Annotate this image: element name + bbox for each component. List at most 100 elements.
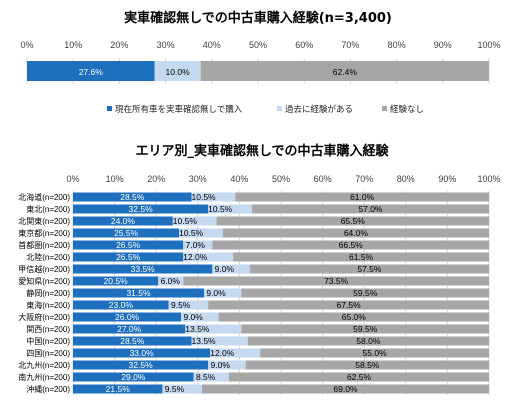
data-label: 28.5% [120,336,145,346]
x-tick-label: 20% [147,174,165,184]
bar-segment [181,312,219,322]
data-label: 64.0% [344,228,369,238]
x-tick-label: 90% [434,40,452,50]
bar-segment [204,288,242,298]
data-label: 26.5% [116,252,141,262]
data-label: 58.0% [356,336,381,346]
data-label: 23.0% [109,300,134,310]
category-label: 北陸(n=200) [26,252,70,262]
data-label: 61.5% [349,252,374,262]
x-tick-label: 0% [66,174,79,184]
bar-segment [191,336,248,346]
bar-segment [245,360,489,370]
bar-segment [241,288,489,298]
data-label: 12.0% [183,252,208,262]
data-label: 24.0% [111,216,136,226]
bar-segment [249,264,489,274]
chart-title: エリア別_実車確認無しでの中古車購入経験 [135,143,389,159]
data-label: 27.0% [117,324,142,334]
data-label: 57.5% [357,264,382,274]
data-label: 33.0% [130,348,155,358]
data-label: 33.5% [131,264,156,274]
data-label: 21.5% [106,384,131,394]
data-label: 10.5% [179,228,204,238]
data-label: 26.5% [116,240,141,250]
bar-segment [73,312,182,322]
x-tick-label: 10% [106,174,124,184]
bar-segment [247,336,489,346]
data-label: 9.0% [211,360,231,370]
category-label: 北九州(n=200) [18,361,70,370]
area-chart: エリア別_実車確認無しでの中古車購入経験 0% 10% 20% 30% 40% 50% 60%… [18,143,501,395]
bar-segment [73,300,169,310]
legend-swatch [277,106,282,111]
data-label: 59.5% [353,324,378,334]
bar-segment [73,264,213,274]
data-label: 67.5% [337,300,362,310]
legend-label: 経験なし [390,104,424,115]
bar-segment [208,300,489,310]
bar-segment [27,61,155,81]
bar-segment [73,216,173,226]
bar-segment [210,348,261,358]
bar-segment [73,228,180,238]
bar-segment [185,324,242,334]
bar-segment [73,324,186,334]
data-label: 62.5% [347,372,372,382]
bar-segment [208,204,252,214]
legend-label: 現在所有車を実車確認無しで購入 [115,104,243,115]
x-tick-label: 100% [477,174,500,184]
legend-swatch [382,106,387,111]
data-label: 25.5% [114,228,139,238]
bar-segment [73,336,192,346]
bar-segment [212,264,250,274]
overall-chart: 実車確認無しでの中古車購入経験(n=3,400) 0% 10% 20% 30% 40% 50… [20,10,500,115]
x-tick-label: 80% [397,174,415,184]
category-label: 四国(n=200) [26,349,70,358]
bar-segment [212,240,490,250]
x-tick-label: 70% [355,174,373,184]
data-label: 31.5% [126,288,151,298]
bar-segment [229,372,489,382]
x-tick-label: 40% [203,40,221,50]
x-tick-label: 30% [189,174,207,184]
bar-segment [73,288,205,298]
x-tick-label: 50% [272,174,290,184]
x-tick-label: 30% [157,40,175,50]
bar-segment [179,228,223,238]
bar-segment [73,372,194,382]
data-label: 9.5% [171,300,191,310]
category-label: 中国(n=200) [26,336,70,346]
data-label: 65.0% [342,312,367,322]
bar-segment [158,276,184,286]
x-tick-label: 60% [295,40,313,50]
bar-segment [73,192,192,202]
category-label: 首都圏(n=200) [18,240,70,250]
data-label: 9.0% [215,264,235,274]
category-label: 東海(n=200) [26,300,70,310]
bar-segment [241,324,489,334]
data-label: 10.5% [192,192,217,202]
category-label: 沖縄(n=200) [26,384,70,394]
category-label: 大阪府(n=200) [18,312,70,322]
bar-segment [73,240,184,250]
bar-segment [201,384,489,394]
data-label: 55.0% [363,348,388,358]
data-label: 20.5% [104,276,129,286]
data-label: 57.0% [358,204,383,214]
bar-segment [73,384,163,394]
bar-segment [191,192,236,202]
category-label: 東京都(n=200) [18,228,70,238]
data-label: 10.5% [173,216,198,226]
bar-segment [200,61,489,81]
data-label: 8.5% [196,372,216,382]
data-label: 58.5% [355,360,380,370]
category-label: 甲信越(n=200) [18,264,70,274]
data-label: 66.5% [339,240,364,250]
bar-segment [183,276,490,286]
category-label: 北関東(n=200) [18,216,70,226]
bar-segment [183,252,234,262]
bar-segment [73,276,159,286]
data-label: 9.0% [183,312,203,322]
x-tick-label: 50% [249,40,267,50]
